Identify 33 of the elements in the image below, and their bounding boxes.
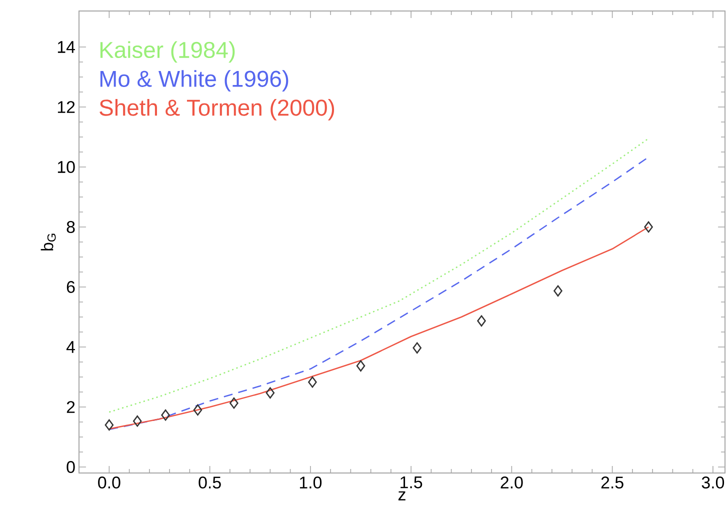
y-tick-label: 6	[66, 281, 75, 293]
point	[193, 404, 202, 416]
x-axis-title: z	[398, 491, 406, 500]
y-axis-title: b$_{G}$	[40, 234, 56, 250]
point	[412, 342, 422, 354]
text: Sheth & Tormen (2000)	[100, 99, 334, 120]
point	[132, 415, 142, 427]
x-tick-label: 0.5	[198, 476, 221, 489]
point	[266, 387, 275, 399]
y-tick-label: 0	[66, 461, 75, 473]
x-tick-label: 1.5	[400, 476, 422, 488]
y-tick-label: 8	[66, 221, 75, 233]
point	[356, 360, 366, 372]
x-tick-label: 2.5	[601, 476, 624, 489]
y-tick-label: 2	[66, 401, 75, 413]
x-tick-label: 0.0	[98, 476, 120, 489]
y-tick-label: 10	[58, 161, 75, 173]
point	[644, 221, 653, 233]
y-tick-label: 12	[58, 101, 75, 113]
line-series	[108, 226, 650, 430]
y-tick-label: 4	[66, 341, 75, 353]
x-tick-label: 1.0	[300, 476, 322, 489]
point	[104, 419, 114, 431]
point	[554, 285, 562, 297]
point	[161, 409, 170, 421]
x-tick-label: 3.0	[702, 476, 724, 489]
y-tick-label: 14	[58, 41, 75, 53]
point	[230, 397, 238, 409]
x-tick-label: 2.0	[500, 476, 523, 489]
point	[477, 315, 486, 327]
point	[308, 376, 317, 388]
text: Mo & White (1996)	[100, 70, 288, 92]
text: Kaiser (1984)	[100, 41, 235, 63]
